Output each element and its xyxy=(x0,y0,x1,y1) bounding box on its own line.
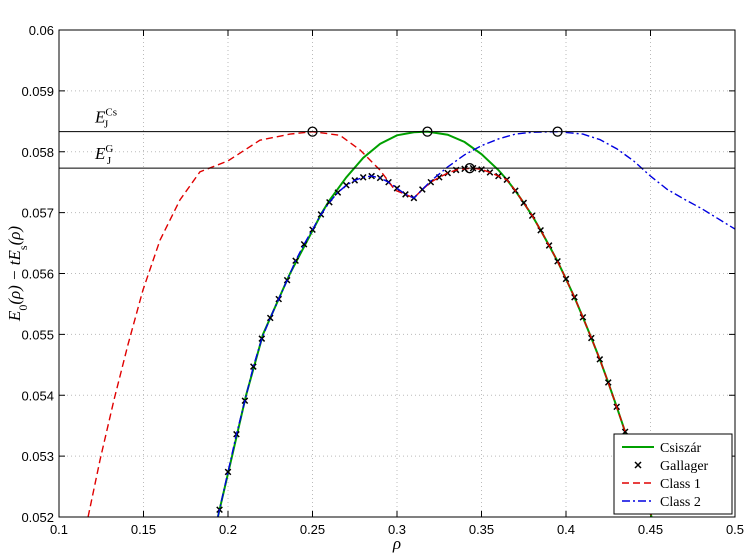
y-tick-label: 0.055 xyxy=(21,327,54,342)
reference-label-sub: J xyxy=(107,155,112,167)
x-tick-label: 0.25 xyxy=(300,522,325,537)
axes-box xyxy=(58,29,736,518)
y-axis-label-part: E xyxy=(5,310,24,322)
data-marker xyxy=(478,166,485,173)
reference-label-sup: Cs xyxy=(105,107,117,119)
y-tick-label: 0.053 xyxy=(21,449,54,464)
x-tick-label: 0.3 xyxy=(388,522,406,537)
x-tick-label: 0.2 xyxy=(219,522,237,537)
x-tick-label: 0.35 xyxy=(469,522,494,537)
x-tick-label: 0.1 xyxy=(50,522,68,537)
reference-label: EG J xyxy=(94,143,113,167)
legend-label: Class 1 xyxy=(660,477,701,492)
reference-label-sub: J xyxy=(104,119,109,131)
y-tick-label: 0.052 xyxy=(21,510,54,525)
y-tick-label: 0.054 xyxy=(21,388,54,403)
y-axis-label-part: (ρ) xyxy=(5,226,24,246)
y-tick-label: 0.057 xyxy=(21,206,54,221)
y-tick-label: 0.058 xyxy=(21,145,54,160)
legend-label: Csiszár xyxy=(660,441,702,456)
reference-label-base: E xyxy=(94,144,106,163)
legend: Csiszár Gallager Class 1 Class 2 xyxy=(613,433,733,515)
legend-label: Class 2 xyxy=(660,495,701,510)
x-axis-label: ρ xyxy=(392,534,401,553)
x-tick-label: 0.45 xyxy=(638,522,663,537)
reference-label-sup: G xyxy=(105,143,113,155)
legend-label: Gallager xyxy=(660,459,709,474)
legend-swatch xyxy=(634,461,642,469)
y-axis-label-part: s xyxy=(16,245,30,250)
data-marker xyxy=(334,189,342,196)
y-axis-label: E0(ρ) − tEs(ρ) xyxy=(5,226,30,322)
reference-label-base: E xyxy=(94,108,106,127)
data-marker xyxy=(224,468,232,476)
y-tick-label: 0.06 xyxy=(29,23,54,38)
reference-label: ECs J xyxy=(94,107,117,131)
y-axis-label-part: E xyxy=(5,249,24,261)
x-tick-label: 0.4 xyxy=(557,522,575,537)
y-axis-label-part: 0 xyxy=(16,305,30,311)
y-tick-label: 0.059 xyxy=(21,84,54,99)
data-marker xyxy=(596,356,604,363)
y-tick-label: 0.056 xyxy=(21,267,54,282)
data-marker xyxy=(266,314,274,322)
x-tick-label: 0.5 xyxy=(726,522,744,537)
x-tick-label: 0.15 xyxy=(131,522,156,537)
data-marker xyxy=(250,363,257,370)
data-marker xyxy=(604,379,612,386)
data-marker xyxy=(562,275,570,283)
y-axis-label-part: (ρ) − t xyxy=(5,259,24,304)
